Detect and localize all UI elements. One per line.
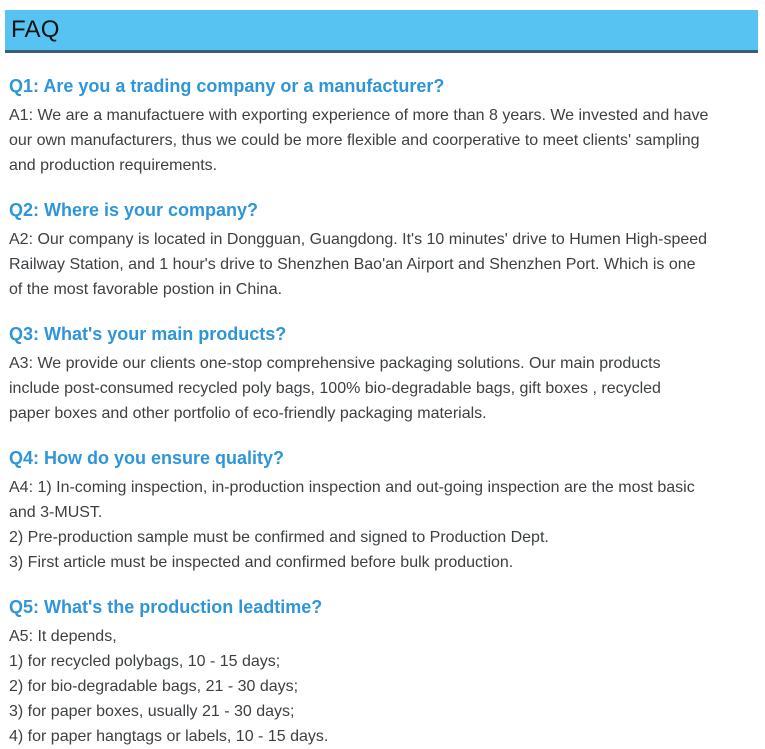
faq-question-3: Q3: What's your main products? [9, 324, 287, 344]
faq-item: Q1: Are you a trading company or a manuf… [9, 76, 758, 178]
faq-item: Q5: What's the production leadtime? A5: … [9, 597, 758, 749]
faq-answer-3: A3: We provide our clients one-stop comp… [9, 355, 661, 422]
faq-question-1: Q1: Are you a trading company or a manuf… [9, 76, 445, 96]
faq-answer-2: A2: Our company is located in Dongguan, … [9, 231, 708, 298]
faq-item: Q4: How do you ensure quality? A4: 1) In… [9, 448, 758, 575]
faq-section-header: FAQ [5, 10, 758, 53]
faq-answer-5: A5: It depends, 1) for recycled polybags… [9, 628, 329, 745]
faq-item: Q3: What's your main products? A3: We pr… [9, 324, 758, 426]
faq-list: Q1: Are you a trading company or a manuf… [5, 76, 758, 749]
faq-question-2: Q2: Where is your company? [9, 200, 259, 220]
faq-answer-4: A4: 1) In-coming inspection, in-producti… [9, 479, 695, 571]
faq-item: Q2: Where is your company? A2: Our compa… [9, 200, 758, 302]
faq-answer-1: A1: We are a manufactuere with exporting… [9, 107, 709, 174]
faq-question-5: Q5: What's the production leadtime? [9, 597, 323, 617]
faq-section-title: FAQ [11, 16, 60, 43]
faq-question-4: Q4: How do you ensure quality? [9, 448, 285, 468]
